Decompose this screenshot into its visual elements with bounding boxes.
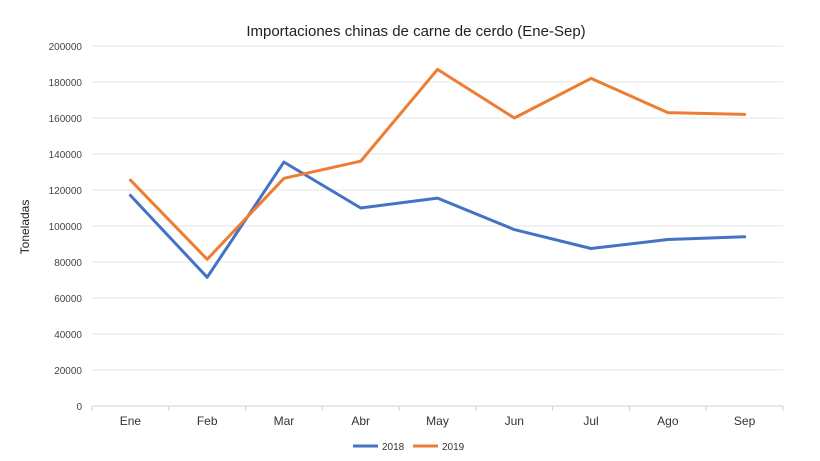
y-tick-label: 100000 [49, 222, 83, 233]
x-tick-label: Jul [583, 414, 598, 428]
series-lines [128, 67, 747, 279]
legend: 2018 2019 [353, 442, 465, 453]
x-tick-label: Mar [274, 414, 295, 428]
x-tick-label: May [426, 414, 449, 428]
x-tick-label: Ene [120, 414, 142, 428]
x-tick-label: Ago [657, 414, 679, 428]
y-axis-label: Toneladas [18, 200, 32, 255]
y-tick-label: 200000 [49, 42, 83, 53]
x-tick-label: Sep [734, 414, 756, 428]
series-line-2018 [128, 160, 747, 279]
x-tick-label: Abr [351, 414, 370, 428]
chart-title: Importaciones chinas de carne de cerdo (… [246, 23, 585, 40]
x-tick-label: Feb [197, 414, 218, 428]
y-tick-label: 40000 [54, 330, 82, 341]
legend-label-2018: 2018 [382, 442, 405, 453]
gridlines [92, 45, 783, 371]
legend-label-2019: 2019 [442, 442, 465, 453]
axes: 0 20000 40000 60000 80000 100000 120000 140000 1… [49, 42, 784, 428]
y-tick-label: 140000 [49, 150, 83, 161]
series-line-2019 [128, 67, 747, 261]
x-tick-label: Jun [505, 414, 524, 428]
y-tick-label: 0 [76, 402, 82, 413]
y-tick-label: 160000 [49, 114, 83, 125]
y-tick-label: 20000 [54, 366, 82, 377]
y-tick-label: 80000 [54, 258, 82, 269]
y-tick-label: 180000 [49, 78, 83, 89]
y-tick-label: 60000 [54, 294, 82, 305]
y-tick-label: 120000 [49, 186, 83, 197]
